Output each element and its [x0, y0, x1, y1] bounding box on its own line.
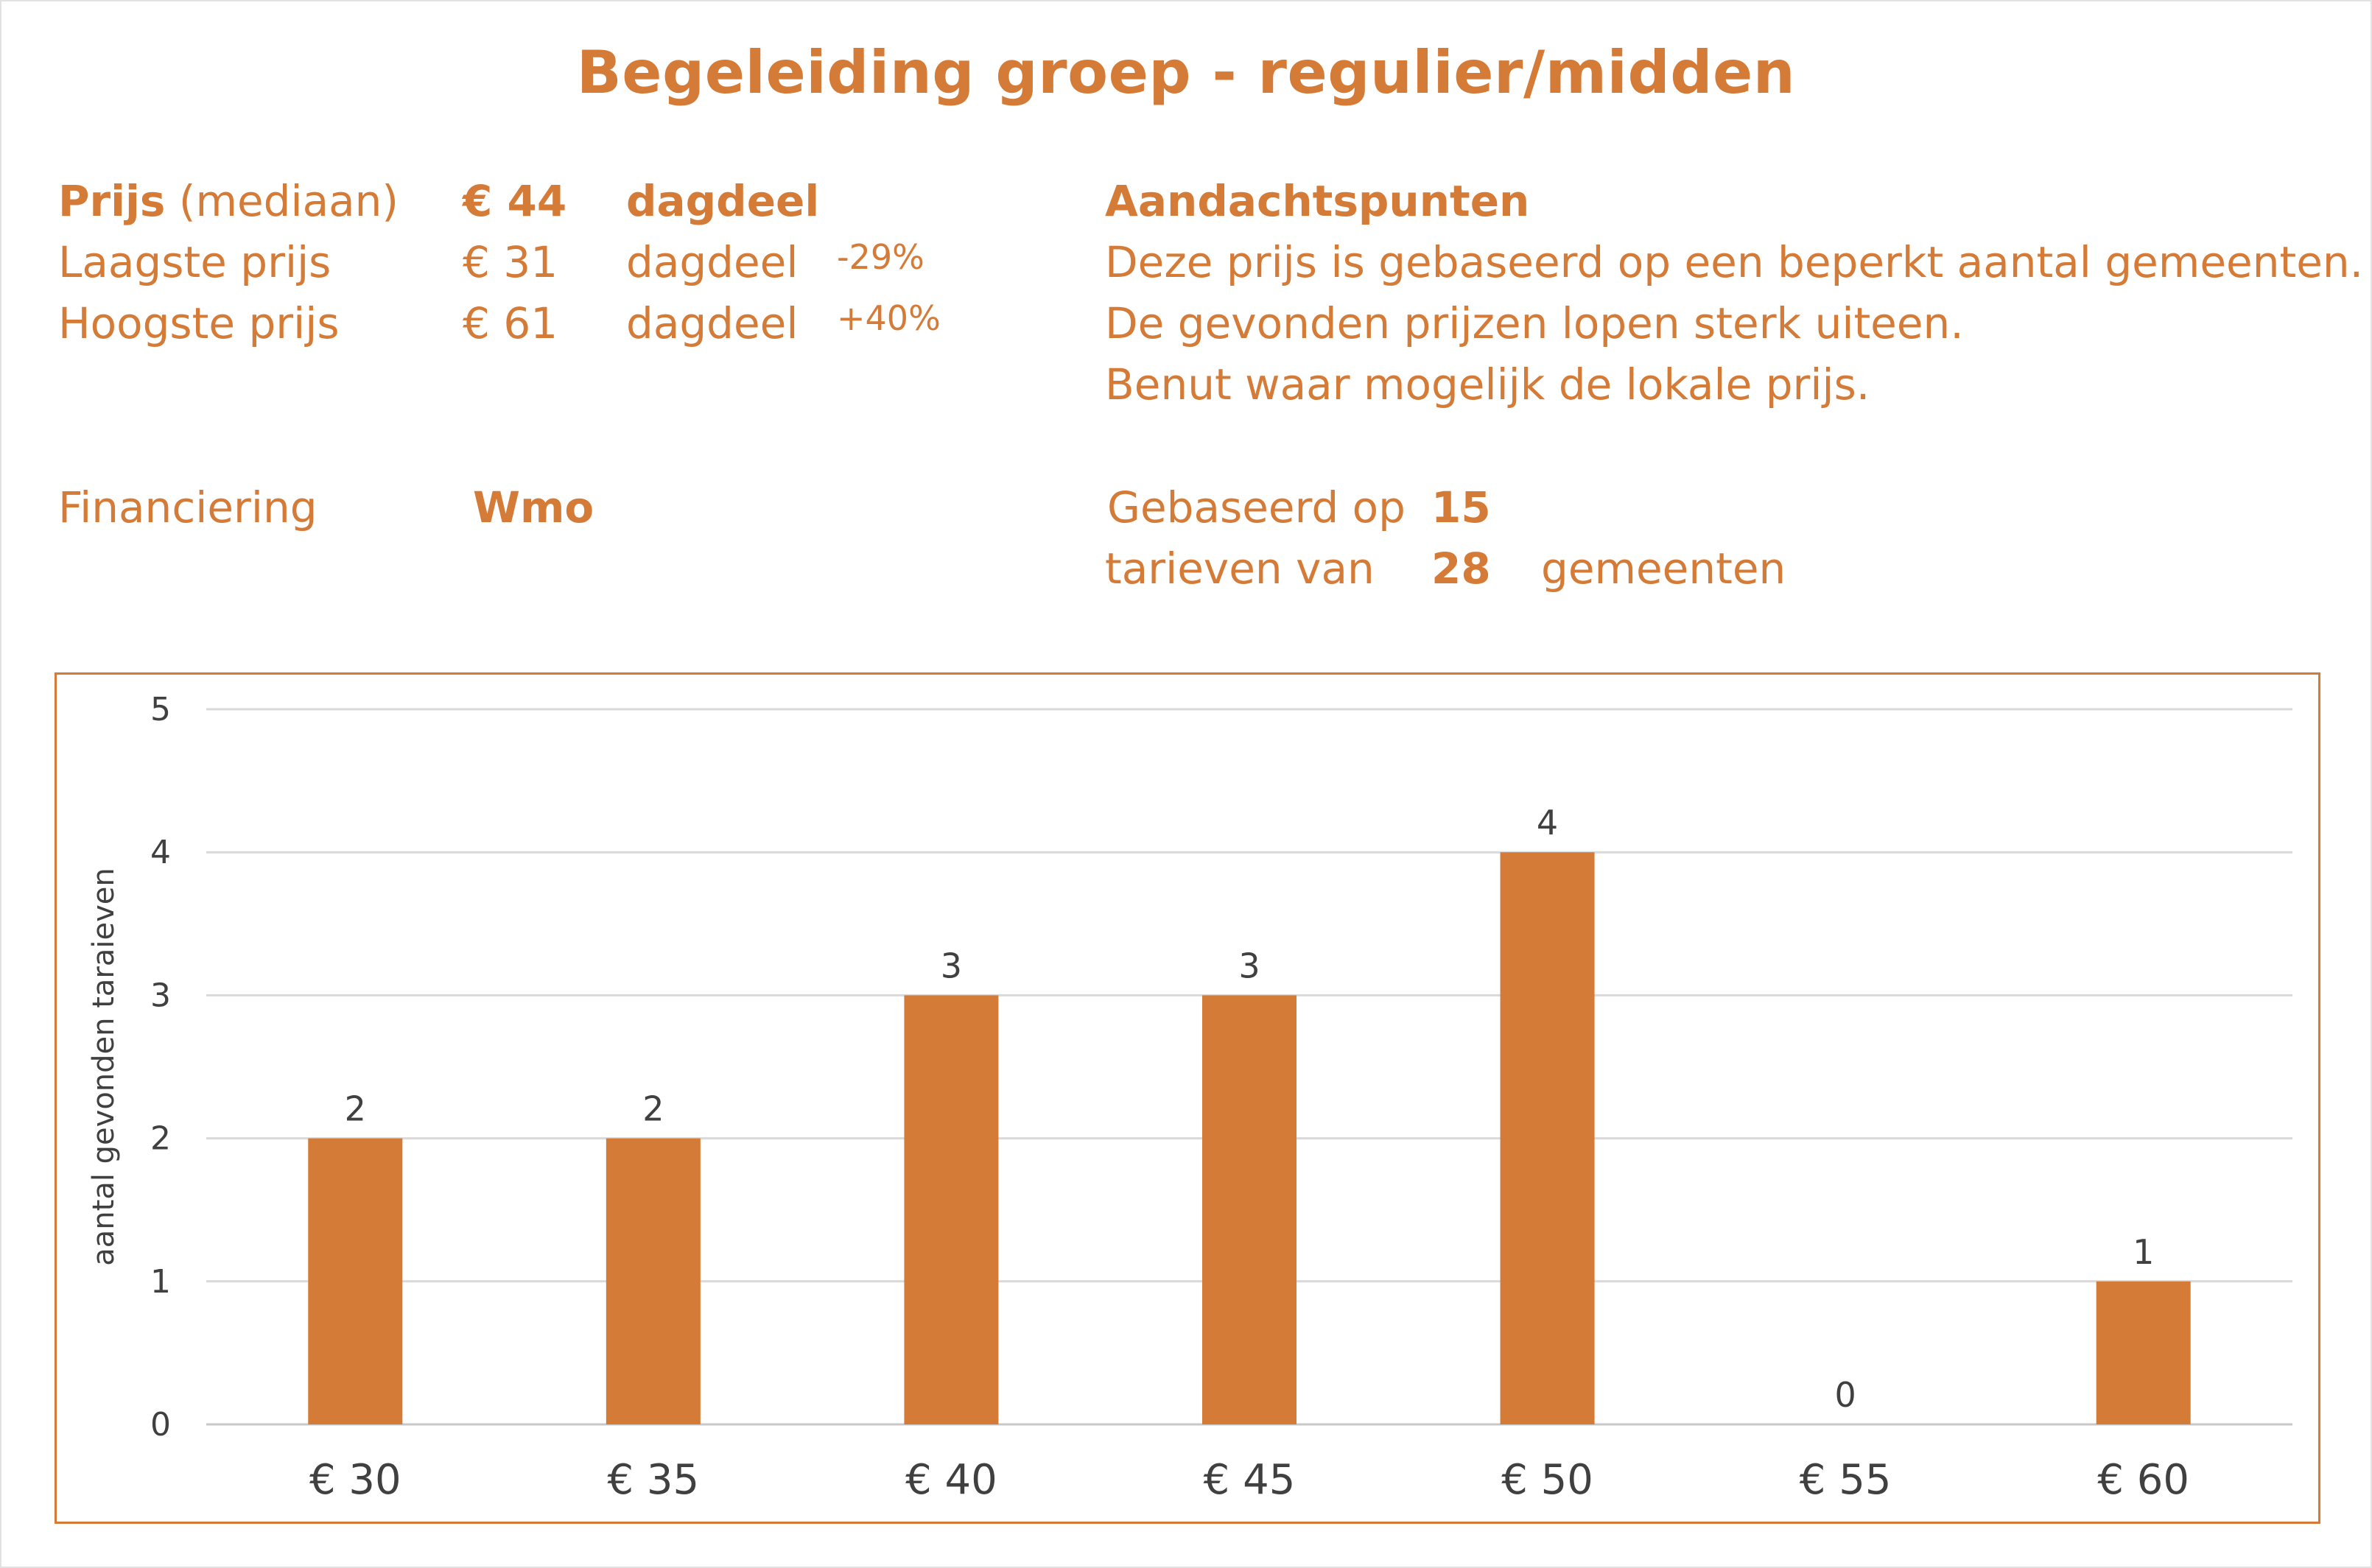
notes-heading: Aandachtspunten [1105, 176, 1530, 226]
data-label: 0 [1835, 1375, 1856, 1415]
low-price-delta: -29% [837, 237, 924, 277]
financing-value: Wmo [473, 482, 594, 532]
based-on-label: Gebaseerd op [1107, 482, 1406, 532]
tariffs-from-label: tarieven van [1105, 544, 1375, 594]
notes-line-3: Benut waar mogelijk de lokale prijs. [1105, 359, 1870, 409]
data-label: 2 [642, 1089, 664, 1129]
bar [1500, 852, 1595, 1424]
page-title: Begeleiding groep - regulier/midden [576, 38, 1796, 107]
x-tick-label: € 40 [905, 1456, 997, 1504]
x-tick-label: € 45 [1204, 1456, 1296, 1504]
data-label: 3 [1238, 946, 1260, 985]
low-price-unit: dagdeel [626, 237, 799, 287]
data-label: 1 [2133, 1232, 2154, 1272]
bar [308, 1138, 403, 1424]
x-tick-label: € 35 [608, 1456, 700, 1504]
high-price-value: € 61 [463, 298, 558, 348]
x-tick-label: € 30 [309, 1456, 401, 1504]
data-label: 3 [941, 946, 962, 985]
data-label: 2 [345, 1089, 366, 1129]
notes-line-1: Deze prijs is gebaseerd op een beperkt a… [1105, 237, 2364, 287]
y-tick-label: 0 [150, 1406, 171, 1444]
median-label-rest: (mediaan) [165, 176, 399, 226]
data-label: 4 [1537, 803, 1558, 843]
financing-label: Financiering [58, 482, 317, 532]
y-axis-label: aantal gevonden taraieven [87, 868, 121, 1265]
median-price-label: Prijs (mediaan) [58, 180, 399, 222]
median-label-bold: Prijs [58, 176, 166, 226]
median-price-value: € 44 [463, 176, 567, 226]
x-tick-label: € 55 [1800, 1456, 1892, 1504]
based-on-count-municipalities: 28 [1431, 544, 1491, 594]
y-tick-label: 4 [150, 834, 171, 871]
y-tick-label: 2 [150, 1120, 171, 1158]
y-tick-label: 3 [150, 977, 171, 1014]
based-on-count-tariffs: 15 [1431, 482, 1491, 532]
bar [904, 995, 999, 1424]
bar [2096, 1281, 2191, 1424]
chart-frame [55, 672, 2320, 1524]
median-price-unit: dagdeel [626, 176, 820, 226]
bar [606, 1138, 701, 1424]
notes-line-2: De gevonden prijzen lopen sterk uiteen. [1105, 298, 1964, 348]
high-price-label: Hoogste prijs [58, 298, 340, 348]
x-tick-label: € 60 [2097, 1456, 2189, 1504]
bar [1202, 995, 1296, 1424]
low-price-value: € 31 [463, 237, 558, 287]
y-tick-label: 1 [150, 1263, 171, 1301]
y-tick-label: 5 [150, 691, 171, 728]
low-price-label: Laagste prijs [58, 237, 331, 287]
high-price-delta: +40% [837, 298, 941, 338]
x-tick-label: € 50 [1501, 1456, 1593, 1504]
high-price-unit: dagdeel [626, 298, 799, 348]
municipalities-label: gemeenten [1541, 544, 1786, 594]
